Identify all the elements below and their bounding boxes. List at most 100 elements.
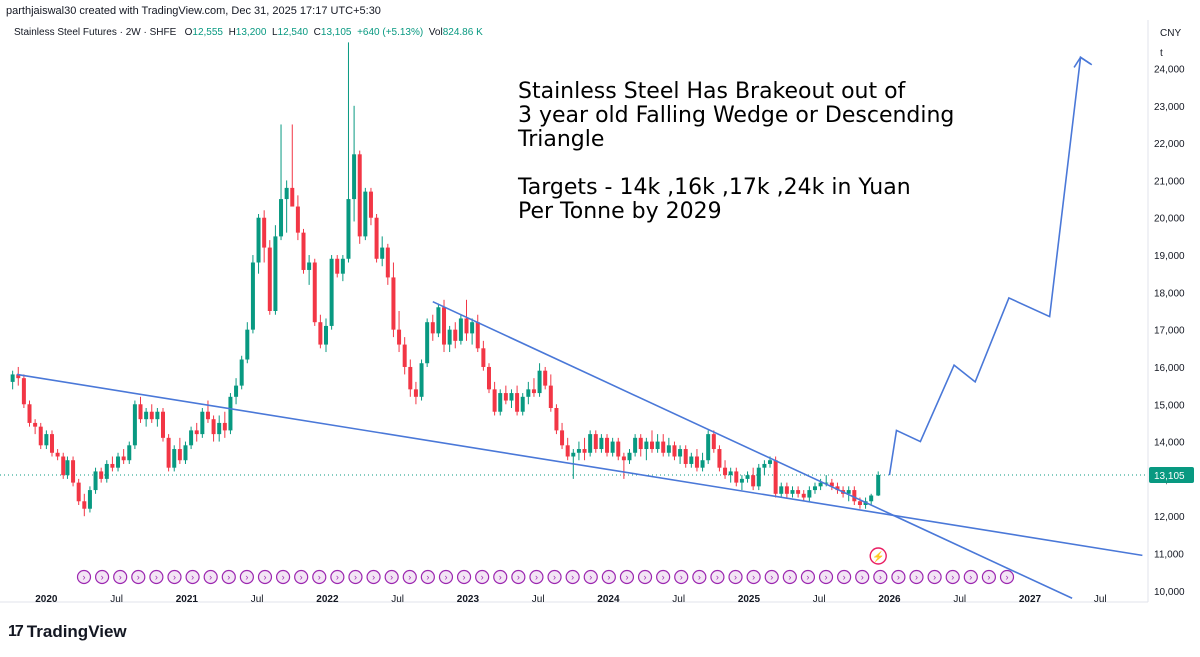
candle-body bbox=[644, 441, 649, 450]
candle-body bbox=[700, 460, 705, 468]
candle-body bbox=[33, 422, 38, 427]
event-marker-icon bbox=[221, 569, 236, 585]
price-tick-label: 19,000 bbox=[1154, 251, 1185, 262]
candle-body bbox=[295, 206, 300, 233]
candle-body bbox=[531, 389, 536, 394]
candle-body bbox=[515, 393, 520, 412]
price-tick-label: 11,000 bbox=[1154, 550, 1184, 561]
event-marker-icon bbox=[149, 569, 164, 585]
candle-body bbox=[116, 456, 121, 468]
candle-body bbox=[869, 495, 874, 502]
event-marker-glyph: › bbox=[209, 572, 212, 582]
event-marker-icon bbox=[113, 569, 128, 585]
chart-attribution: parthjaiswal30 created with TradingView.… bbox=[6, 5, 381, 17]
candle-body bbox=[65, 460, 70, 476]
candle-body bbox=[447, 329, 452, 345]
trendline-lower bbox=[16, 373, 1143, 557]
candle-body bbox=[503, 393, 508, 401]
candle-body bbox=[492, 389, 497, 412]
time-tick-label: 2027 bbox=[1019, 594, 1042, 605]
currency-label[interactable]: CNY bbox=[1160, 28, 1182, 39]
event-marker-icon bbox=[855, 569, 870, 585]
candle-body bbox=[801, 493, 806, 498]
price-tick-label: 15,000 bbox=[1154, 400, 1185, 411]
candle-body bbox=[172, 449, 177, 468]
event-marker-glyph: › bbox=[336, 572, 339, 582]
event-marker-glyph: › bbox=[987, 572, 990, 582]
price-tick-label: 23,000 bbox=[1154, 102, 1185, 113]
price-axis[interactable]: 10,00011,00012,00013,00014,00015,00016,0… bbox=[1154, 65, 1185, 598]
event-marker-glyph: › bbox=[245, 572, 248, 582]
candle-body bbox=[756, 467, 761, 487]
candle-body bbox=[38, 426, 43, 446]
legend-high-label: H bbox=[228, 27, 236, 38]
time-axis[interactable]: 2020 Jul 2021 Jul 2022 Jul 2023 Jul 2024 Jul 2025 J… bbox=[35, 594, 1106, 605]
candle-body bbox=[160, 411, 165, 438]
candle-body bbox=[599, 437, 604, 450]
candle-body bbox=[357, 154, 362, 237]
event-markers[interactable]: › › › › › › › › › › › › › › › › › › › › › › › › › › › › › › › › › › › › › › › ›… bbox=[76, 547, 1015, 585]
event-marker-glyph: › bbox=[372, 572, 375, 582]
candle-body bbox=[402, 344, 407, 367]
candle-body bbox=[633, 437, 638, 453]
event-marker-glyph: › bbox=[843, 572, 846, 582]
event-marker-glyph: › bbox=[173, 572, 176, 582]
event-marker-glyph: › bbox=[770, 572, 773, 582]
event-marker-icon bbox=[981, 569, 997, 585]
event-marker-glyph: › bbox=[806, 572, 809, 582]
event-marker-icon bbox=[438, 569, 454, 585]
tradingview-logo[interactable]: 17 TradingView bbox=[8, 622, 127, 642]
candle-body bbox=[453, 329, 458, 341]
trendlines[interactable] bbox=[16, 55, 1143, 599]
time-tick-label: Jul bbox=[110, 594, 123, 605]
candle-body bbox=[857, 501, 862, 505]
event-marker-icon bbox=[728, 569, 743, 585]
legend-close-label: C bbox=[313, 27, 321, 38]
event-marker-glyph: › bbox=[83, 572, 86, 582]
event-marker-icon bbox=[782, 569, 797, 585]
event-marker-icon bbox=[583, 569, 598, 585]
candle-body bbox=[717, 449, 722, 468]
candle-body bbox=[21, 378, 26, 405]
legend-close-value: 13,105 bbox=[320, 27, 352, 38]
legend-symbol[interactable]: Stainless Steel Futures · 2W · SHFE bbox=[14, 27, 177, 38]
candle-body bbox=[694, 456, 699, 468]
candle-body bbox=[284, 187, 289, 200]
event-marker-glyph: › bbox=[933, 572, 936, 582]
event-marker-glyph: › bbox=[282, 572, 285, 582]
candle-body bbox=[430, 322, 435, 334]
event-marker-glyph: › bbox=[969, 572, 972, 582]
event-marker-icon bbox=[402, 569, 417, 585]
event-marker-icon bbox=[891, 569, 906, 585]
event-marker-glyph: › bbox=[734, 572, 737, 582]
candle-body bbox=[385, 247, 390, 278]
event-marker-glyph: › bbox=[589, 572, 592, 582]
candle-body bbox=[745, 475, 750, 479]
price-tick-label: 12,000 bbox=[1154, 512, 1185, 523]
event-marker-glyph: › bbox=[716, 572, 719, 582]
candle-body bbox=[739, 478, 744, 483]
candle-body bbox=[627, 452, 632, 461]
candle-body bbox=[312, 262, 317, 323]
candle-body bbox=[773, 460, 778, 494]
legend-high-value: 13,200 bbox=[235, 27, 267, 38]
event-marker-icon bbox=[475, 569, 490, 585]
event-marker-glyph: › bbox=[861, 572, 864, 582]
event-marker-glyph: › bbox=[426, 572, 429, 582]
candle-body bbox=[852, 490, 857, 502]
chart-annotation-text[interactable]: Stainless Steel Has Brakeout out of 3 ye… bbox=[518, 79, 955, 224]
candle-body bbox=[217, 422, 222, 435]
candle-body bbox=[380, 247, 385, 259]
event-marker-glyph: › bbox=[752, 572, 755, 582]
event-marker-glyph: › bbox=[879, 572, 882, 582]
event-marker-icon bbox=[800, 569, 816, 585]
candle-body bbox=[829, 482, 834, 487]
candle-body bbox=[138, 404, 143, 420]
legend-low-value: 12,540 bbox=[277, 27, 309, 38]
event-marker-icon bbox=[999, 569, 1015, 585]
candle-body bbox=[149, 411, 154, 420]
event-marker-icon bbox=[167, 569, 182, 585]
candle-body bbox=[621, 456, 626, 461]
event-marker-glyph: › bbox=[825, 572, 828, 582]
